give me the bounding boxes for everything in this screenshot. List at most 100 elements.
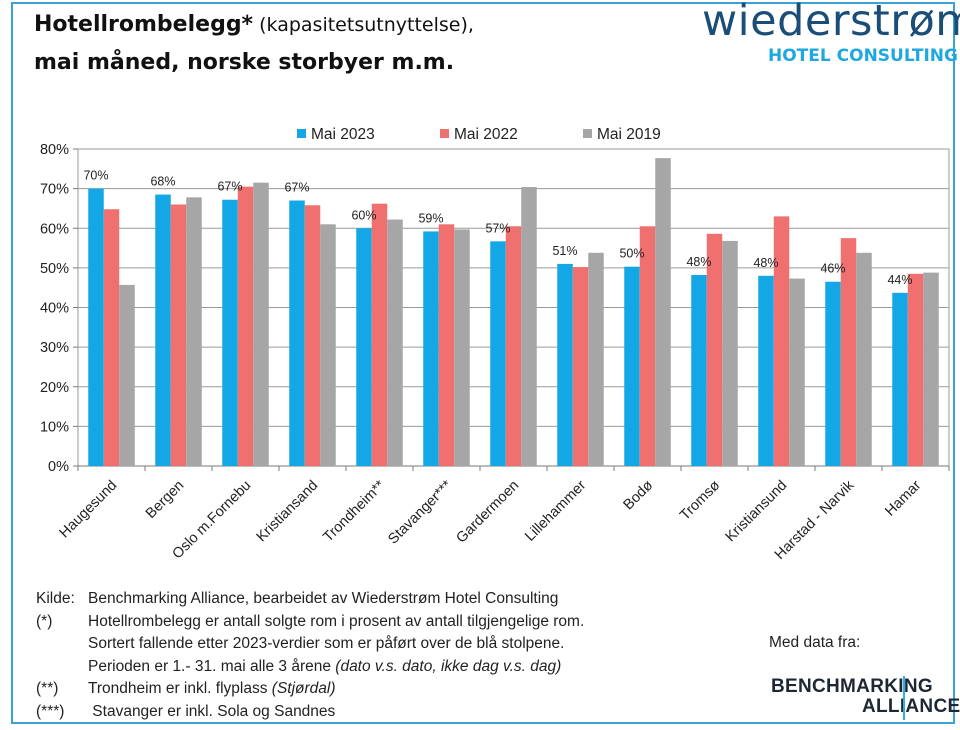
bar-mai-2022: [505, 226, 522, 466]
bar-mai-2022: [304, 205, 321, 466]
bar-mai-2022: [438, 224, 455, 466]
data-label: 51%: [552, 244, 577, 258]
y-tick-label: 70%: [40, 182, 69, 198]
title-bold: Hotellrombelegg*: [34, 12, 254, 37]
data-label: 50%: [619, 247, 644, 261]
y-tick-label: 80%: [40, 142, 69, 158]
bar-mai-2022: [639, 226, 656, 466]
note-star-line2: Sortert fallende etter 2023-verdier som …: [88, 635, 565, 652]
note-dstar-italic: (Stjørdal): [271, 680, 336, 697]
ba-line1: BENCHMARKING: [771, 676, 933, 697]
bar-mai-2019: [923, 272, 939, 466]
bar-mai-2022: [907, 273, 924, 466]
bar-mai-2019: [186, 197, 202, 466]
bar-mai-2023: [691, 275, 707, 466]
data-label: 68%: [150, 175, 175, 189]
bar-mai-2022: [371, 203, 388, 466]
bar-mai-2022: [572, 267, 589, 466]
legend-swatch: [440, 129, 449, 138]
bar-mai-2023: [423, 231, 439, 466]
bar-mai-2019: [856, 252, 872, 466]
data-label: 48%: [753, 256, 778, 270]
data-label: 44%: [887, 273, 912, 287]
wiederstrom-logo: wiederstrøm HOTEL CONSULTING: [702, 0, 960, 80]
data-label: 46%: [820, 262, 845, 276]
ba-line2: ALLIANCE: [862, 696, 960, 717]
bar-mai-2019: [789, 278, 805, 466]
bar-mai-2019: [521, 187, 537, 467]
bar-mai-2023: [557, 263, 573, 466]
x-category-label: Bergen: [143, 478, 187, 522]
legend-label: Mai 2022: [454, 126, 518, 143]
bar-mai-2022: [170, 204, 187, 466]
note-star-line3: Perioden er 1.- 31. mai alle 3 årene: [88, 657, 336, 675]
title-subtitle: (kapasitetsutnyttelse),: [253, 14, 474, 36]
med-data-label: Med data fra:: [769, 634, 861, 651]
bar-mai-2023: [88, 188, 104, 466]
x-category-label: Bodø: [620, 477, 656, 513]
brand-name: wiederstrøm: [702, 0, 960, 46]
bar-mai-2019: [722, 240, 738, 466]
bar-mai-2019: [387, 219, 403, 466]
bar-mai-2019: [655, 158, 671, 466]
data-label: 57%: [485, 221, 510, 235]
bar-mai-2019: [320, 224, 336, 466]
x-category-label: Stavanger***: [385, 477, 455, 547]
data-label: 70%: [83, 169, 108, 183]
bar-mai-2022: [237, 186, 254, 467]
data-label: 59%: [418, 211, 443, 225]
note-dstar-text: Trondheim er inkl. flyplass: [88, 680, 272, 697]
y-tick-label: 30%: [40, 340, 69, 356]
bar-mai-2023: [356, 228, 372, 466]
note-kilde-text: Benchmarking Alliance, bearbeidet av Wie…: [88, 590, 559, 607]
y-tick-label: 50%: [40, 261, 69, 277]
title-line2: mai måned, norske storbyer m.m.: [34, 50, 455, 75]
legend-label: Mai 2019: [597, 126, 661, 143]
bar-mai-2022: [773, 216, 790, 466]
y-tick-label: 0%: [48, 459, 69, 475]
data-label: 60%: [351, 208, 376, 222]
y-tick-label: 60%: [40, 221, 69, 237]
bar-mai-2023: [222, 199, 238, 466]
y-tick-label: 10%: [40, 419, 69, 435]
bar-mai-2023: [490, 241, 506, 466]
ba-logo-bar: [903, 676, 905, 720]
bar-mai-2022: [706, 233, 723, 466]
bar-mai-2022: [840, 238, 857, 466]
data-label: 67%: [217, 180, 242, 194]
note-dstar-key: (**): [36, 680, 59, 697]
bar-mai-2023: [289, 200, 305, 466]
bar-mai-2019: [454, 229, 470, 466]
data-label: 48%: [686, 255, 711, 269]
x-category-label: Trondheim**: [320, 477, 388, 545]
bar-mai-2022: [103, 209, 120, 467]
legend-label: Mai 2023: [311, 126, 375, 143]
note-kilde-key: Kilde:: [36, 590, 75, 607]
x-category-label: Gardermoen: [453, 478, 522, 547]
y-tick-label: 40%: [40, 301, 69, 317]
bar-mai-2019: [253, 182, 269, 466]
legend-swatch: [583, 129, 592, 138]
bar-chart: 0% 10% 20% 30% 40% 50% 60% 70% 80% 70% Haugesund 68…: [40, 126, 950, 563]
bar-mai-2019: [119, 284, 135, 466]
note-tstar-text: Stavanger er inkl. Sola og Sandnes: [88, 702, 336, 720]
footnotes: Kilde: Benchmarking Alliance, bearbeidet …: [36, 588, 584, 723]
legend-swatch: [297, 129, 306, 138]
chart-frame: [11, 2, 955, 724]
x-category-label: Hamar: [882, 477, 924, 519]
note-tstar-key: (***): [36, 702, 65, 720]
chart-title: Hotellrombelegg* (kapasitetsutnyttelse),…: [34, 6, 474, 82]
note-star-key: (*): [36, 612, 53, 630]
bar-mai-2023: [825, 281, 841, 466]
bar-mai-2023: [155, 194, 171, 466]
x-category-label: Lillehammer: [522, 477, 589, 544]
x-category-label: Kristiansund: [723, 478, 791, 546]
bar-mai-2019: [588, 252, 604, 466]
bar-mai-2023: [892, 292, 908, 466]
bar-mai-2023: [758, 275, 774, 466]
x-category-label: Haugesund: [57, 478, 121, 542]
brand-subtitle: HOTEL CONSULTING: [768, 46, 958, 66]
x-category-label: Kristiansand: [254, 478, 322, 546]
note-star-text: Hotellrombelegg er antall solgte rom i p…: [88, 612, 585, 630]
y-tick-label: 20%: [40, 380, 69, 396]
